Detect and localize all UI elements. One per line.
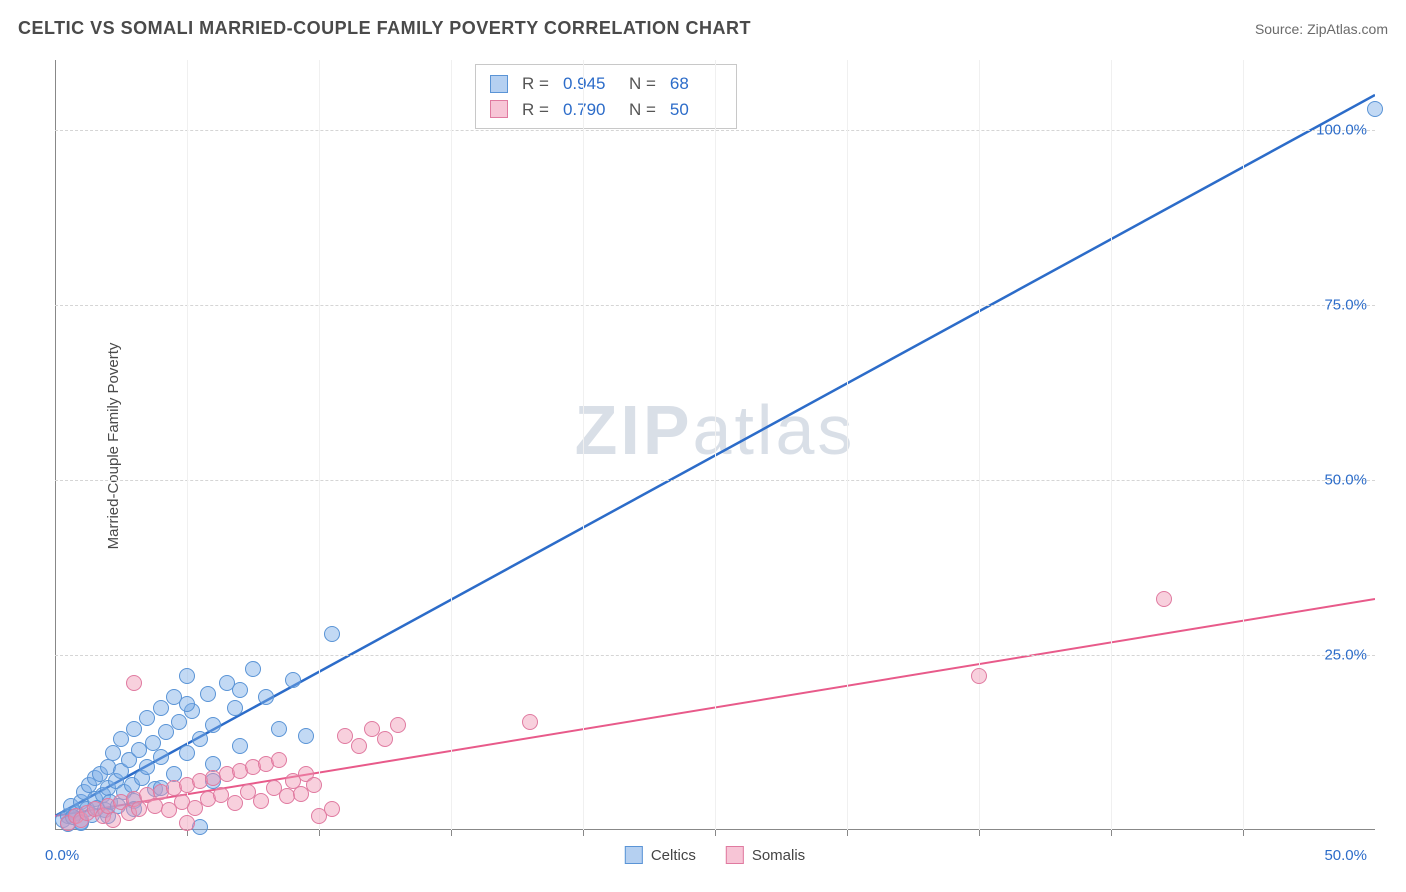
gridline-vertical <box>1111 60 1112 830</box>
scatter-point <box>253 793 269 809</box>
stat-n-label: N = <box>629 71 656 97</box>
legend-label: Celtics <box>651 847 696 864</box>
stats-legend-row: R =0.945N =68 <box>490 71 722 97</box>
scatter-point <box>1367 101 1383 117</box>
series-legend: Celtics Somalis <box>625 846 805 864</box>
scatter-point <box>105 745 121 761</box>
stat-r-label: R = <box>522 71 549 97</box>
scatter-point <box>232 738 248 754</box>
scatter-point <box>158 724 174 740</box>
scatter-point <box>324 626 340 642</box>
scatter-point <box>113 731 129 747</box>
chart-title: CELTIC VS SOMALI MARRIED-COUPLE FAMILY P… <box>18 18 751 39</box>
scatter-point <box>139 710 155 726</box>
scatter-point <box>390 717 406 733</box>
scatter-point <box>192 731 208 747</box>
gridline-vertical <box>451 60 452 830</box>
gridline-vertical <box>583 60 584 830</box>
scatter-point <box>971 668 987 684</box>
scatter-point <box>522 714 538 730</box>
scatter-point <box>105 812 121 828</box>
y-tick-label: 100.0% <box>1316 122 1367 139</box>
chart-plot-area: ZIPatlas R =0.945N =68R =0.790N =50 0.0%… <box>55 60 1375 830</box>
scatter-point <box>271 721 287 737</box>
stats-legend: R =0.945N =68R =0.790N =50 <box>475 64 737 129</box>
stats-legend-row: R =0.790N =50 <box>490 97 722 123</box>
x-tick <box>979 830 980 836</box>
legend-swatch <box>625 846 643 864</box>
scatter-point <box>271 752 287 768</box>
chart-source: Source: ZipAtlas.com <box>1255 21 1388 37</box>
scatter-point <box>131 801 147 817</box>
x-tick <box>847 830 848 836</box>
scatter-point <box>126 721 142 737</box>
legend-swatch <box>490 100 508 118</box>
gridline-vertical <box>1243 60 1244 830</box>
scatter-point <box>153 749 169 765</box>
scatter-point <box>227 795 243 811</box>
gridline-vertical <box>979 60 980 830</box>
legend-item: Somalis <box>726 846 805 864</box>
scatter-point <box>285 672 301 688</box>
y-axis <box>55 60 56 830</box>
scatter-point <box>126 675 142 691</box>
y-tick-label: 25.0% <box>1324 647 1367 664</box>
legend-label: Somalis <box>752 847 805 864</box>
gridline-vertical <box>847 60 848 830</box>
scatter-point <box>232 682 248 698</box>
legend-swatch <box>490 75 508 93</box>
scatter-point <box>258 689 274 705</box>
legend-swatch <box>726 846 744 864</box>
x-tick <box>451 830 452 836</box>
scatter-point <box>205 717 221 733</box>
scatter-point <box>200 686 216 702</box>
scatter-point <box>179 696 195 712</box>
legend-item: Celtics <box>625 846 696 864</box>
scatter-point <box>179 815 195 831</box>
x-tick <box>715 830 716 836</box>
x-tick <box>583 830 584 836</box>
scatter-point <box>179 668 195 684</box>
x-tick-label-max: 50.0% <box>1324 847 1367 864</box>
scatter-point <box>171 714 187 730</box>
scatter-point <box>153 700 169 716</box>
scatter-point <box>179 745 195 761</box>
scatter-point <box>227 700 243 716</box>
scatter-point <box>306 777 322 793</box>
stat-r-value: 0.945 <box>563 71 615 97</box>
scatter-point <box>245 661 261 677</box>
gridline-vertical <box>319 60 320 830</box>
y-tick-label: 75.0% <box>1324 297 1367 314</box>
x-tick <box>319 830 320 836</box>
x-tick-label-min: 0.0% <box>45 847 79 864</box>
stat-r-label: R = <box>522 97 549 123</box>
scatter-point <box>1156 591 1172 607</box>
gridline-vertical <box>715 60 716 830</box>
stat-n-label: N = <box>629 97 656 123</box>
chart-header: CELTIC VS SOMALI MARRIED-COUPLE FAMILY P… <box>18 18 1388 39</box>
y-tick-label: 50.0% <box>1324 472 1367 489</box>
scatter-point <box>139 759 155 775</box>
stat-r-value: 0.790 <box>563 97 615 123</box>
scatter-point <box>351 738 367 754</box>
scatter-point <box>377 731 393 747</box>
scatter-point <box>298 728 314 744</box>
x-tick <box>1243 830 1244 836</box>
x-tick <box>1111 830 1112 836</box>
scatter-point <box>324 801 340 817</box>
